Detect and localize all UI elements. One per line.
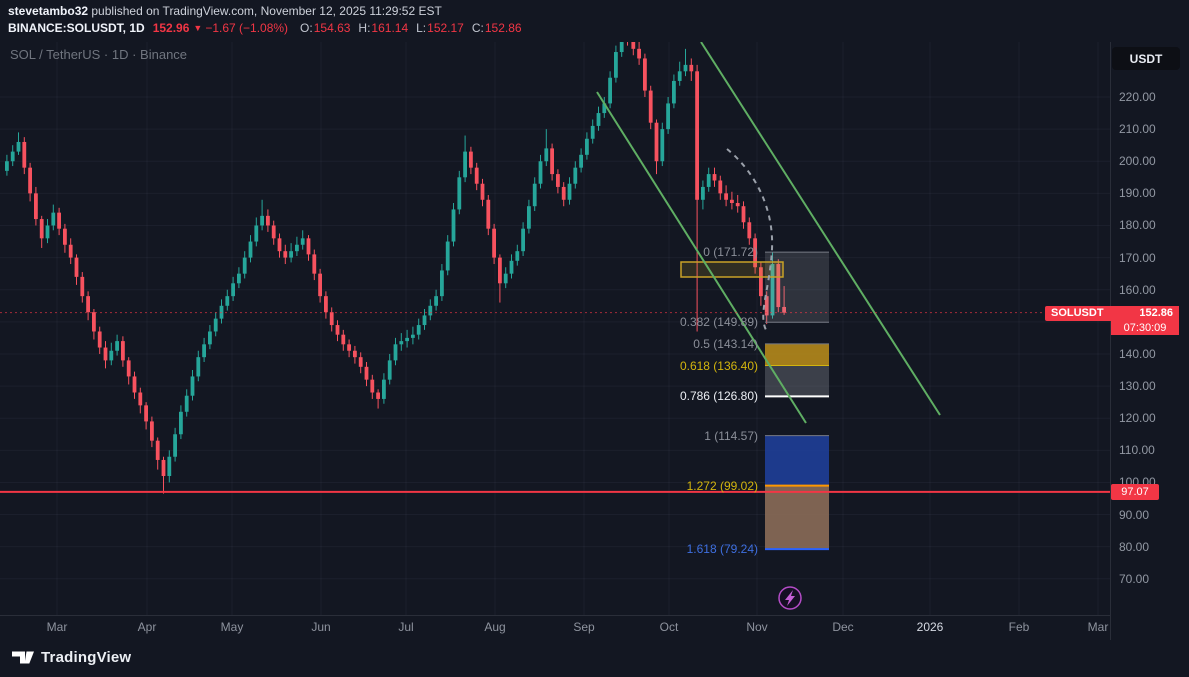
time-axis-tick: Aug <box>484 620 506 634</box>
last-price-label: SOLUSDT 152.86 <box>1045 305 1179 321</box>
price-axis-tick: 90.00 <box>1119 507 1150 522</box>
time-axis-tick: 2026 <box>916 620 944 634</box>
byline-text: published on TradingView.com, November 1… <box>88 4 442 18</box>
price-axis-tick: 80.00 <box>1119 539 1150 554</box>
down-arrow-icon: ▼ <box>193 23 203 33</box>
ohlc-high-label: H: <box>358 21 371 35</box>
time-axis-tick: Sep <box>573 620 595 634</box>
byline-username: stevetambo32 <box>8 4 89 18</box>
quote-change: −1.67 (−1.08%) <box>205 21 289 35</box>
ohlc-high-value: 161.14 <box>371 21 409 35</box>
quote-line: BINANCE:SOLUSDT, 1D 152.96 ▼ −1.67 (−1.0… <box>8 20 530 37</box>
time-axis-tick: Nov <box>746 620 768 634</box>
last-price-value: 152.86 <box>1139 307 1173 320</box>
time-axis-tick: Apr <box>137 620 157 634</box>
price-axis-tick: 220.00 <box>1119 90 1156 104</box>
time-axis-tick: Oct <box>659 620 679 634</box>
time-axis-tick: Dec <box>832 620 854 634</box>
price-axis-tick: 190.00 <box>1119 186 1156 201</box>
tradingview-brand[interactable]: TradingView <box>41 649 132 666</box>
price-axis-tick: 120.00 <box>1119 411 1156 426</box>
price-axis-tick: 210.00 <box>1119 122 1156 137</box>
ohlc-close-label: C: <box>471 21 484 35</box>
time-axis-tick: May <box>220 620 244 634</box>
price-axis-tick: 180.00 <box>1119 218 1156 233</box>
price-axis-tick: 170.00 <box>1119 250 1156 265</box>
time-axis-tick: Feb <box>1008 620 1030 634</box>
time-axis-tick: Jun <box>311 620 331 634</box>
ohlc-low-label: L: <box>416 21 427 35</box>
time-axis-tick: Mar <box>46 620 68 634</box>
price-axis[interactable]: 220.00 210.00 200.00 190.00 180.00 170.00 160.… <box>1110 42 1189 640</box>
alert-price-label: 97.07 <box>1111 483 1159 500</box>
ohlc-close-value: 152.86 <box>484 21 522 35</box>
lightning-marker[interactable] <box>778 586 802 610</box>
price-axis-tick: 70.00 <box>1119 571 1150 586</box>
price-axis-tick: 110.00 <box>1119 443 1155 458</box>
ohlc-open-value: 154.63 <box>313 21 351 35</box>
price-axis-tick: 140.00 <box>1119 346 1156 361</box>
ohlc-open-label: O: <box>300 21 313 35</box>
price-axis-tick: 200.00 <box>1119 154 1156 169</box>
time-axis[interactable]: Mar Apr May Jun Jul Aug Sep Oct Nov Dec 2026 Feb Mar <box>0 615 1110 641</box>
footer: TradingView <box>12 648 131 667</box>
quote-symbol: BINANCE:SOLUSDT, 1D <box>8 21 145 35</box>
ohlc-low-value: 152.17 <box>427 21 464 35</box>
time-axis-tick: Jul <box>398 620 414 634</box>
byline: stevetambo32 published on TradingView.co… <box>8 3 442 19</box>
currency-toggle-button[interactable]: USDT <box>1112 47 1180 70</box>
time-axis-tick: Mar <box>1087 620 1109 634</box>
last-price-symbol: SOLUSDT <box>1051 307 1104 320</box>
tradingview-logo-icon[interactable] <box>12 648 34 667</box>
price-axis-tick: 160.00 <box>1119 282 1156 297</box>
price-axis-tick: 130.00 <box>1119 379 1156 394</box>
quote-last-price: 152.96 <box>152 21 190 35</box>
bar-countdown-label: 07:30:09 <box>1111 320 1179 335</box>
